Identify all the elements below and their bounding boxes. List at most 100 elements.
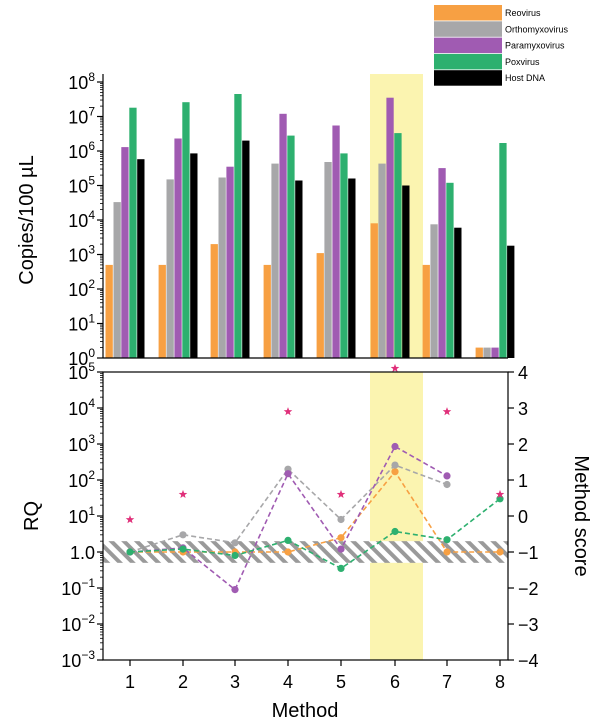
bar xyxy=(402,185,410,358)
y2-tick-label: 4 xyxy=(518,363,528,383)
data-point xyxy=(443,536,451,544)
bar xyxy=(348,178,356,358)
bar xyxy=(121,147,129,358)
reference-band xyxy=(103,541,508,563)
data-point xyxy=(496,548,504,556)
method-score-star xyxy=(442,407,452,416)
bar xyxy=(370,223,378,358)
data-point xyxy=(284,470,292,478)
data-point xyxy=(337,534,345,542)
y-tick-label: 107 xyxy=(68,105,95,128)
bar xyxy=(129,107,137,358)
data-point xyxy=(391,527,399,536)
y-tick-label: 10−2 xyxy=(61,612,95,635)
x-tick-label: 2 xyxy=(178,672,188,692)
method-score-star xyxy=(283,407,293,416)
x-tick-label: 7 xyxy=(442,672,452,692)
y-tick-label: 10−1 xyxy=(61,576,95,599)
bar xyxy=(332,125,340,358)
legend-swatch-host-dna xyxy=(434,70,502,86)
method-score-star xyxy=(125,515,135,524)
y-axis-title-top: Copies/100 µL xyxy=(16,155,38,284)
bar xyxy=(386,97,394,358)
x-tick-label: 3 xyxy=(230,672,240,692)
line-series-group xyxy=(126,442,504,594)
data-point xyxy=(231,551,239,560)
data-point xyxy=(391,461,399,469)
bar-series-group xyxy=(105,94,515,358)
legend: Reovirus Orthomyxovirus Paramyxovirus Poxvi… xyxy=(434,5,569,86)
y2-tick-label: 0 xyxy=(518,507,528,527)
legend-swatch-reovirus xyxy=(434,5,502,21)
bar xyxy=(295,180,303,358)
y-tick-label: 100 xyxy=(68,346,95,369)
y2-tick-label: −3 xyxy=(518,615,539,635)
y-tick-label: 101 xyxy=(68,504,95,527)
y-tick-label: 104 xyxy=(68,208,95,231)
bar xyxy=(279,113,287,358)
data-point xyxy=(179,545,187,553)
y-ticks-top: 100 101 102 103 104 105 106 107 108 xyxy=(68,70,508,369)
bar xyxy=(430,224,438,358)
data-point xyxy=(337,564,345,573)
legend-label: Reovirus xyxy=(505,8,541,18)
bar xyxy=(438,168,446,358)
bar xyxy=(316,253,324,358)
data-point xyxy=(391,442,399,451)
y-ticks-bottom: 10−3 10−2 10−1 1.0 101 102 103 104 105 xyxy=(61,360,103,671)
bar xyxy=(394,133,402,358)
method-score-star xyxy=(390,363,400,372)
bar xyxy=(190,153,198,358)
bar-series-reovirus xyxy=(105,223,483,358)
legend-label: Orthomyxovirus xyxy=(505,24,569,34)
y-tick-label: 105 xyxy=(68,360,95,383)
legend-swatch-paramyxovirus xyxy=(434,37,502,54)
data-point xyxy=(179,531,187,539)
bar xyxy=(113,202,121,358)
line-series-paramyxovirus xyxy=(126,442,451,594)
bar xyxy=(210,244,218,358)
y-tick-label: 102 xyxy=(68,468,95,491)
bar xyxy=(263,264,271,358)
bar xyxy=(174,138,182,358)
bar-series-host-dna xyxy=(137,140,515,358)
series-line xyxy=(129,498,501,570)
legend-label: Host DNA xyxy=(505,73,545,83)
bar xyxy=(182,102,190,358)
bar xyxy=(324,162,332,358)
data-point xyxy=(231,586,239,594)
data-point xyxy=(337,545,345,553)
y-tick-label: 10−3 xyxy=(61,648,95,671)
y2-ticks: 4 3 2 1 0 −1 −2 −3 −4 xyxy=(508,363,539,671)
legend-label: Poxvirus xyxy=(505,57,540,67)
bar xyxy=(446,182,454,358)
legend-swatch-poxvirus xyxy=(434,53,502,70)
bar xyxy=(491,347,499,358)
y-tick-label: 106 xyxy=(68,139,95,162)
copies-bar-chart: 100 101 102 103 104 105 106 107 108 Copies/100 µ… xyxy=(16,5,569,369)
x-tick-label: 8 xyxy=(495,672,505,692)
data-point xyxy=(126,548,134,556)
x-tick-label: 1 xyxy=(125,672,135,692)
bar xyxy=(454,227,462,358)
legend-label: Paramyxovirus xyxy=(505,41,565,51)
method-score-star xyxy=(495,489,505,498)
y2-tick-label: 1 xyxy=(518,471,528,491)
x-tick-label: 6 xyxy=(390,672,400,692)
bar xyxy=(507,245,515,358)
x-axis-title: Method xyxy=(272,700,339,722)
plot-frame-bottom xyxy=(102,371,509,661)
bar xyxy=(499,143,507,358)
x-tick-label: 4 xyxy=(283,672,293,692)
y2-tick-label: 2 xyxy=(518,435,528,455)
y-tick-label: 102 xyxy=(68,277,95,300)
bar xyxy=(340,153,348,358)
x-ticks: 1 2 3 4 5 6 7 8 xyxy=(125,660,505,692)
y2-axis-title: Method score xyxy=(570,455,592,576)
y-tick-label: 108 xyxy=(68,70,95,93)
bar xyxy=(475,347,483,358)
bar xyxy=(378,163,386,358)
data-point xyxy=(337,515,345,524)
